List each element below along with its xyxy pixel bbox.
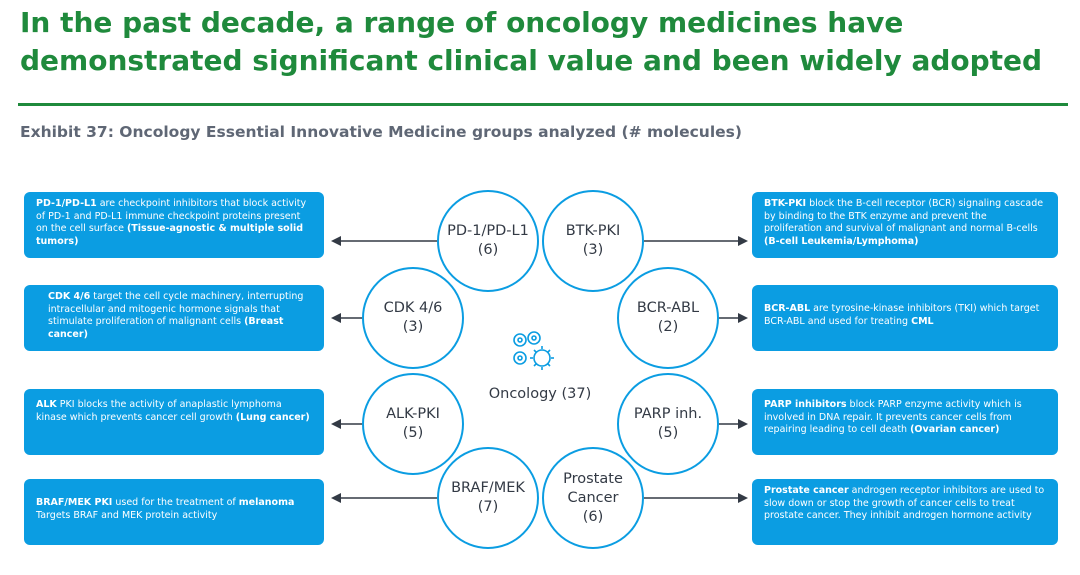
circle-braf: BRAF/MEK (7) — [437, 447, 539, 549]
circle-bcr: BCR-ABL (2) — [617, 267, 719, 369]
virus-cell-icon — [513, 331, 554, 370]
title-line-1: In the past decade, a range of oncology … — [20, 6, 904, 39]
desc-bcr: BCR-ABL are tyrosine-kinase inhibitors (… — [752, 285, 1058, 351]
desc-btk: BTK-PKI block the B-cell receptor (BCR) … — [752, 192, 1058, 258]
title-divider — [18, 103, 1068, 106]
circle-alk: ALK-PKI (5) — [362, 373, 464, 475]
desc-alk: ALK PKI blocks the activity of anaplasti… — [24, 389, 324, 455]
desc-cdk: CDK 4/6 target the cell cycle machinery,… — [24, 285, 324, 351]
circle-pd1: PD-1/PD-L1 (6) — [437, 190, 539, 292]
desc-pd1: PD-1/PD-L1 are checkpoint inhibitors tha… — [24, 192, 324, 258]
circle-parp: PARP inh. (5) — [617, 373, 719, 475]
exhibit-caption: Exhibit 37: Oncology Essential Innovativ… — [20, 123, 742, 141]
circle-btk: BTK-PKI (3) — [542, 190, 644, 292]
title-line-2: demonstrated significant clinical value … — [20, 44, 1043, 77]
page-title: In the past decade, a range of oncology … — [20, 4, 1070, 80]
desc-prostate: Prostate cancer androgen receptor inhibi… — [752, 479, 1058, 545]
desc-parp: PARP inhibitors block PARP enzyme activi… — [752, 389, 1058, 455]
center-label: Oncology (37) — [488, 386, 592, 402]
circle-cdk: CDK 4/6 (3) — [362, 267, 464, 369]
circle-prostate: Prostate Cancer (6) — [542, 447, 644, 549]
desc-braf: BRAF/MEK PKI used for the treatment of m… — [24, 479, 324, 545]
